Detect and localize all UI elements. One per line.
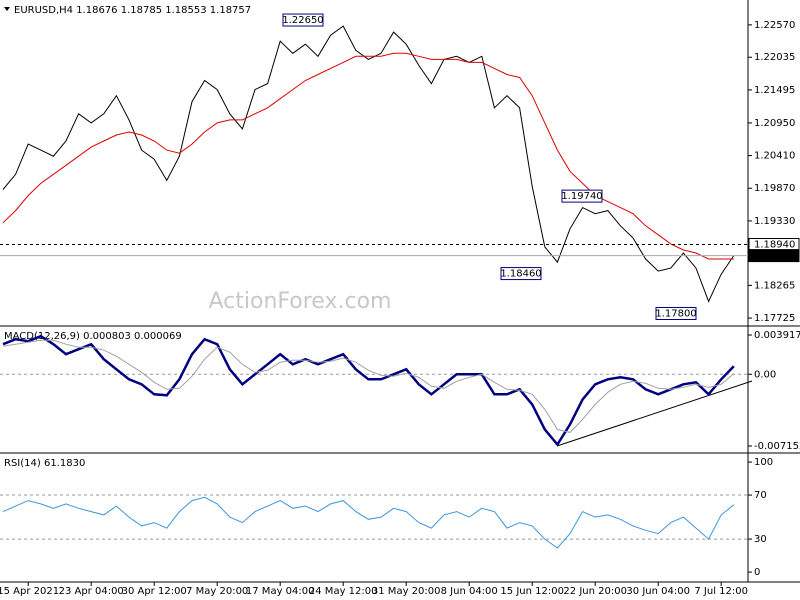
- x-tick-label: 7 May 20:00: [186, 586, 248, 597]
- series-line: [2, 52, 734, 260]
- x-tick-label: 15 Apr 2021: [0, 586, 59, 597]
- y-tick-label: 0.00: [754, 369, 776, 380]
- level-label: 1.18757: [754, 251, 795, 262]
- y-tick-label: 100: [754, 457, 773, 468]
- watermark: ActionForex.com: [209, 289, 392, 314]
- x-tick-label: 24 May 12:00: [309, 586, 378, 597]
- y-tick-label: 1.22570: [754, 20, 795, 31]
- y-tick-label: 1.22035: [754, 52, 795, 63]
- annotation-box: [282, 13, 324, 27]
- x-tick-label: 15 Jun 12:00: [500, 586, 564, 597]
- y-tick-label: 0: [754, 567, 760, 578]
- y-tick-label: 1.18265: [754, 280, 795, 291]
- annotation-label: 1.17800: [655, 309, 696, 320]
- trend-line: [556, 380, 753, 447]
- y-tick-label: 1.20950: [754, 118, 795, 129]
- x-tick-label: 8 Jun 04:00: [441, 586, 498, 597]
- rsi-title: RSI(14) 61.1830: [4, 458, 85, 469]
- y-tick-label: 1.21495: [754, 85, 795, 96]
- annotation-box: [561, 189, 603, 203]
- annotation-label: 1.22650: [282, 15, 323, 26]
- y-tick-label: 30: [754, 534, 767, 545]
- annotation-label: 1.18460: [500, 269, 541, 280]
- y-tick-label: 1.19330: [754, 216, 795, 227]
- level-label: 1.18940: [754, 240, 795, 251]
- x-tick-label: 30 Jun 04:00: [626, 586, 690, 597]
- y-tick-label: 1.17725: [754, 313, 795, 324]
- annotation-label: 1.19740: [561, 191, 602, 202]
- level-box: [748, 249, 800, 263]
- x-tick-label: 23 Apr 04:00: [59, 586, 124, 597]
- series-line: [2, 496, 735, 549]
- series-line: [2, 25, 735, 303]
- price-header: EURUSD,H4 1.18676 1.18785 1.18553 1.1875…: [14, 5, 251, 16]
- x-tick-label: 31 May 20:00: [372, 586, 441, 597]
- header-arrow: [4, 7, 10, 11]
- annotation-box: [500, 267, 542, 281]
- series-line: [2, 334, 735, 447]
- annotation-box: [655, 307, 697, 321]
- x-tick-label: 22 Jun 20:00: [563, 586, 627, 597]
- macd-title: MACD(12,26,9) 0.000803 0.000069: [4, 331, 182, 342]
- x-tick-label: 30 Apr 12:00: [122, 586, 187, 597]
- y-tick-label: 1.20410: [754, 151, 795, 162]
- y-tick-label: 0.003917: [754, 330, 800, 341]
- x-tick-label: 7 Jul 12:00: [694, 586, 748, 597]
- y-tick-label: 70: [754, 490, 767, 501]
- series-line: [2, 339, 735, 433]
- x-tick-label: 17 May 04:00: [246, 586, 315, 597]
- y-tick-label: -0.007152: [754, 441, 800, 452]
- y-tick-label: 1.19870: [754, 183, 795, 194]
